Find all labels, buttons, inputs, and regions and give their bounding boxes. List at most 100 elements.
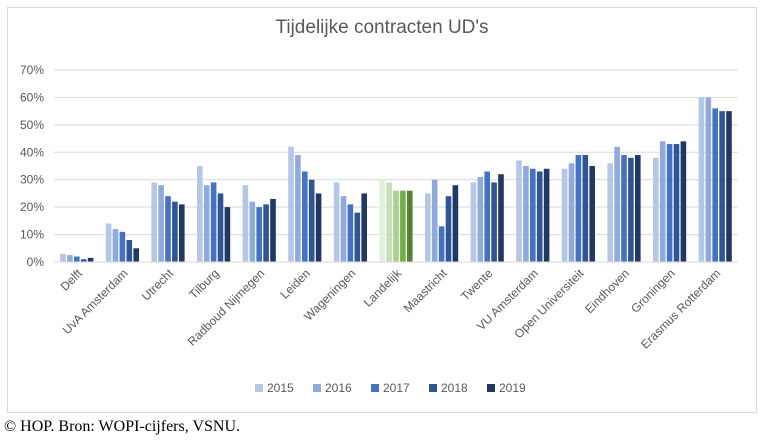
bar-2018 <box>126 240 133 262</box>
legend-swatch-2019 <box>487 384 495 392</box>
x-tick-label: Erasmus Rotterdam <box>638 266 723 351</box>
bar-2015 <box>333 182 340 262</box>
legend-label: 2018 <box>441 381 468 395</box>
bar-2017 <box>393 190 399 262</box>
bar-2019 <box>635 155 641 262</box>
bar-2019 <box>133 248 139 262</box>
legend-swatch-2016 <box>313 384 321 392</box>
x-tick-label: Tilburg <box>186 266 222 302</box>
legend-label: 2017 <box>383 381 410 395</box>
bar-2017 <box>256 207 262 262</box>
x-tick-label: Landelijk <box>361 266 405 310</box>
y-tick-label: 30% <box>20 173 44 187</box>
bar-2017 <box>575 155 582 262</box>
bar-2015 <box>151 182 157 262</box>
bar-2018 <box>491 182 497 262</box>
bar-2016 <box>203 185 210 262</box>
bar-2016 <box>568 163 575 262</box>
bar-2015 <box>425 193 431 262</box>
bar-2017 <box>712 108 718 263</box>
bar-2019 <box>361 193 367 262</box>
bar-2019 <box>680 141 687 262</box>
bar-2017 <box>530 168 536 262</box>
y-tick-label: 60% <box>20 90 44 104</box>
bar-2017 <box>621 155 627 262</box>
y-tick-label: 70% <box>20 63 44 77</box>
bar-2016 <box>295 155 301 262</box>
bar-2017 <box>484 171 490 262</box>
bar-2018 <box>536 171 543 262</box>
bar-2018 <box>308 179 315 262</box>
bar-2019 <box>407 190 413 262</box>
y-tick-label: 0% <box>27 255 45 269</box>
chart-title: Tijdelijke contracten UD's <box>275 17 489 38</box>
bar-2019 <box>726 111 732 263</box>
bar-2018 <box>400 190 406 262</box>
bar-2016 <box>523 166 529 262</box>
bar-2015 <box>242 185 249 262</box>
bar-2019 <box>179 204 185 262</box>
y-tick-label: 40% <box>20 145 44 159</box>
x-tick-label: Eindhoven <box>582 266 632 316</box>
bar-2019 <box>452 185 459 262</box>
bar-2018 <box>217 193 224 262</box>
source-note: © HOP. Bron: WOPI-cijfers, VSNU. <box>4 418 241 435</box>
legend-label: 2016 <box>325 381 352 395</box>
bar-2018 <box>628 157 634 262</box>
legend-label: 2015 <box>267 381 294 395</box>
bar-2015 <box>197 166 203 262</box>
bar-2017 <box>438 226 445 262</box>
bar-2019 <box>589 166 595 262</box>
bar-2019 <box>270 198 276 262</box>
x-tick-label: Twente <box>458 266 495 303</box>
bar-2018 <box>80 259 87 262</box>
legend-swatch-2018 <box>429 384 437 392</box>
x-tick-label: Delft <box>58 266 86 294</box>
bar-2019 <box>87 257 94 262</box>
bar-2018 <box>172 201 178 262</box>
bar-2015 <box>561 168 568 262</box>
bar-2016 <box>340 196 347 262</box>
bar-2015 <box>653 157 659 262</box>
bar-2016 <box>705 97 712 262</box>
bar-2017 <box>347 204 354 262</box>
bar-2018 <box>263 204 269 262</box>
bar-2017 <box>666 144 673 262</box>
bar-2019 <box>315 193 322 262</box>
bar-2016 <box>112 229 119 262</box>
legend-swatch-2017 <box>371 384 379 392</box>
bar-2016 <box>386 182 392 262</box>
bar-2018 <box>673 144 680 262</box>
bar-2019 <box>224 207 231 262</box>
bar-2017 <box>210 182 217 262</box>
bar-2016 <box>477 176 484 262</box>
bar-2015 <box>105 223 112 262</box>
bar-2018 <box>582 155 589 262</box>
x-tick-label: Radboud Nijmegen <box>185 266 268 349</box>
bar-2015 <box>60 253 66 262</box>
bar-2018 <box>354 212 361 262</box>
bar-2016 <box>659 141 666 262</box>
bar-2017 <box>165 196 171 262</box>
bar-2018 <box>719 111 725 263</box>
y-tick-label: 50% <box>20 118 44 132</box>
x-tick-label: Leiden <box>278 266 313 301</box>
bar-2015 <box>607 163 613 262</box>
bar-2017 <box>302 171 308 262</box>
bar-2015 <box>698 97 705 262</box>
x-tick-label: Utrecht <box>139 266 177 304</box>
bar-2015 <box>516 160 522 262</box>
bar-2017 <box>74 256 80 262</box>
y-tick-label: 20% <box>20 200 44 214</box>
bar-2016 <box>614 146 620 262</box>
bar-2016 <box>431 179 438 262</box>
bar-2015 <box>288 146 294 262</box>
legend-swatch-2015 <box>255 384 263 392</box>
x-tick-label: Maastricht <box>401 266 451 316</box>
y-tick-label: 10% <box>20 228 44 242</box>
bar-2017 <box>119 231 126 262</box>
bar-2016 <box>67 255 73 262</box>
bar-2016 <box>249 201 256 262</box>
legend-label: 2019 <box>499 381 526 395</box>
